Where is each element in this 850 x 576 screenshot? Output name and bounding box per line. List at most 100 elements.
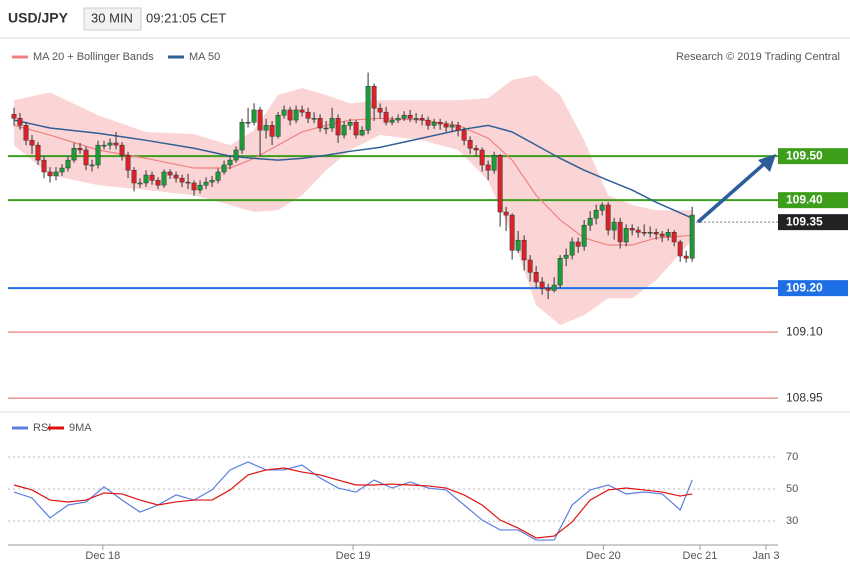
level-label-box [778, 192, 848, 209]
candle-body [665, 232, 671, 237]
candle-body [401, 114, 407, 119]
chart-title: USD/JPY [8, 10, 69, 26]
candle-body [311, 118, 317, 120]
candle-body [281, 109, 287, 116]
level-label-box [778, 148, 848, 165]
candle-body [77, 147, 83, 151]
level-label: 109.40 [786, 192, 823, 206]
candle-body [503, 211, 509, 216]
candle-body [587, 217, 593, 226]
candle-body [377, 107, 383, 113]
candle-body [113, 142, 119, 146]
candle-body [479, 149, 485, 166]
candle-body [683, 255, 689, 259]
candle-body [197, 184, 203, 191]
candle-body [413, 118, 419, 120]
credit: Research © 2019 Trading Central [676, 51, 840, 63]
candle-body [611, 221, 617, 231]
candle-body [125, 155, 131, 171]
candle-body [239, 122, 245, 151]
candle-body [173, 174, 179, 179]
x-tick-label: Dec 21 [683, 550, 718, 562]
level-label: 109.10 [786, 324, 823, 338]
candle-body [677, 241, 683, 257]
candle-body [629, 228, 635, 231]
candle-body [71, 147, 77, 161]
legend-label: 9MA [69, 422, 92, 434]
candle-body [593, 210, 599, 219]
candle-body [29, 140, 35, 146]
candle-body [497, 155, 503, 213]
candle-body [437, 122, 443, 125]
candle-body [467, 140, 473, 149]
candle-body [623, 228, 629, 243]
candle-body [263, 125, 269, 131]
candle-body [521, 239, 527, 261]
candle-body [329, 118, 335, 129]
candle-body [581, 224, 587, 247]
candle-body [101, 144, 107, 147]
y-tick-label: 70 [786, 451, 798, 463]
legend-label: MA 50 [189, 51, 220, 63]
candle-body [221, 164, 227, 173]
x-tick-label: Dec 19 [336, 550, 371, 562]
candle-body [59, 167, 65, 173]
candle-body [209, 180, 215, 183]
level-label-box [778, 280, 848, 297]
candle-body [53, 171, 59, 177]
rsi-panel: 30 50 70 Dec 18 Dec 19 Dec 20 Dec 21 Jan 3 RSI 9M… [8, 422, 798, 562]
candle-body [449, 125, 455, 128]
candle-body [455, 125, 461, 131]
candle-body [461, 129, 467, 141]
candle-body [509, 214, 515, 251]
candle-body [533, 272, 539, 283]
candle-body [605, 204, 611, 231]
candle-body [251, 109, 257, 123]
legend-label: RSI [33, 422, 51, 434]
candle-body [443, 123, 449, 128]
candle-body [323, 127, 329, 130]
candle-body [227, 159, 233, 166]
candle-body [161, 171, 167, 186]
candle-body [653, 232, 659, 235]
candle-body [485, 164, 491, 171]
level-label: 108.95 [786, 390, 823, 404]
candle-body [359, 129, 365, 136]
candle-body [275, 114, 281, 137]
candle-body [137, 182, 143, 185]
candle-body [647, 232, 653, 234]
indicator-line [13, 461, 693, 541]
candle-body [143, 174, 149, 184]
candle-body [41, 159, 47, 173]
candle-body [293, 109, 299, 121]
candle-body [17, 118, 23, 126]
candle-body [353, 122, 359, 136]
candle-body [131, 169, 137, 184]
candle-body [167, 171, 173, 176]
level-label-box [778, 214, 848, 231]
indicator-line [13, 467, 693, 539]
candle-body [65, 159, 71, 169]
candle-body [419, 118, 425, 121]
candle-body [35, 144, 41, 161]
candle-body [515, 239, 521, 251]
candle-body [689, 214, 695, 259]
candle-body [539, 281, 545, 289]
candle-body [635, 229, 641, 233]
candle-body [317, 118, 323, 129]
candle-body [365, 85, 371, 131]
timestamp: 09:21:05 CET [146, 10, 226, 25]
candle-body [389, 119, 395, 123]
candle-body [395, 118, 401, 121]
candle-body [407, 114, 413, 119]
candle-body [371, 85, 377, 109]
candle-body [557, 257, 563, 286]
candle-body [287, 109, 293, 121]
x-tick-label: Jan 3 [753, 550, 780, 562]
ma50-line [13, 119, 693, 219]
candle-body [299, 109, 305, 113]
candle-body [671, 232, 677, 243]
candle-body [569, 241, 575, 256]
candle-body [545, 287, 551, 291]
forecast-arrow [696, 162, 766, 224]
